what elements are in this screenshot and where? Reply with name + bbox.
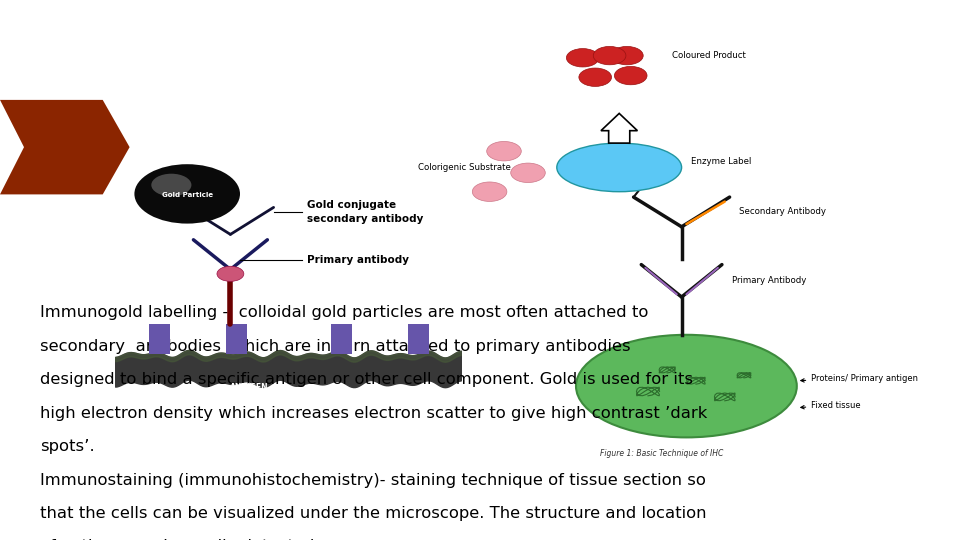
Circle shape	[487, 141, 521, 161]
Circle shape	[472, 182, 507, 201]
Text: Primary Antibody: Primary Antibody	[732, 276, 805, 285]
Text: Coloured Product: Coloured Product	[672, 51, 746, 60]
Circle shape	[134, 164, 240, 224]
Bar	[149, 324, 170, 354]
Ellipse shape	[576, 335, 797, 437]
Text: secondary antibody: secondary antibody	[307, 214, 423, 224]
Circle shape	[593, 46, 626, 65]
Circle shape	[579, 68, 612, 86]
Circle shape	[511, 163, 545, 183]
Text: Colorigenic Substrate: Colorigenic Substrate	[418, 163, 511, 172]
Bar	[408, 324, 429, 354]
Ellipse shape	[557, 143, 682, 192]
Text: secondary  antibodies  which are in turn attached to primary antibodies: secondary antibodies which are in turn a…	[40, 339, 631, 354]
Polygon shape	[0, 100, 130, 194]
Text: that the cells can be visualized under the microscope. The structure and locatio: that the cells can be visualized under t…	[40, 506, 707, 521]
Text: of antigen can be easily detected.: of antigen can be easily detected.	[40, 539, 320, 540]
FancyArrow shape	[601, 113, 637, 143]
Text: Figure 1: Basic Technique of IHC: Figure 1: Basic Technique of IHC	[600, 449, 724, 458]
Text: Fixed tissue: Fixed tissue	[801, 401, 861, 410]
Text: Primary antibody: Primary antibody	[307, 255, 409, 265]
Text: Gold conjugate: Gold conjugate	[307, 200, 396, 210]
Circle shape	[152, 174, 191, 196]
Text: high electron density which increases electron scatter to give high contrast ’da: high electron density which increases el…	[40, 406, 708, 421]
Text: Gold Particle: Gold Particle	[161, 192, 213, 198]
Text: Enzyme Label: Enzyme Label	[691, 158, 752, 166]
Circle shape	[614, 66, 647, 85]
Circle shape	[217, 266, 244, 281]
Bar	[331, 324, 352, 354]
Text: Proteins/ Primary antigen: Proteins/ Primary antigen	[801, 374, 918, 383]
Text: Secondary Antibody: Secondary Antibody	[739, 207, 827, 217]
Text: spots’.: spots’.	[40, 439, 95, 454]
Bar	[226, 324, 247, 354]
Circle shape	[566, 49, 599, 67]
Text: designed to bind a specific antigen or other cell component. Gold is used for it: designed to bind a specific antigen or o…	[40, 372, 693, 387]
Text: ANTIGEN: ANTIGEN	[230, 383, 269, 392]
Text: Immunostaining (immunohistochemistry)- staining technique of tissue section so: Immunostaining (immunohistochemistry)- s…	[40, 472, 707, 488]
Text: Immunogold labelling -  colloidal gold particles are most often attached to: Immunogold labelling - colloidal gold pa…	[40, 305, 649, 320]
Circle shape	[611, 46, 643, 65]
